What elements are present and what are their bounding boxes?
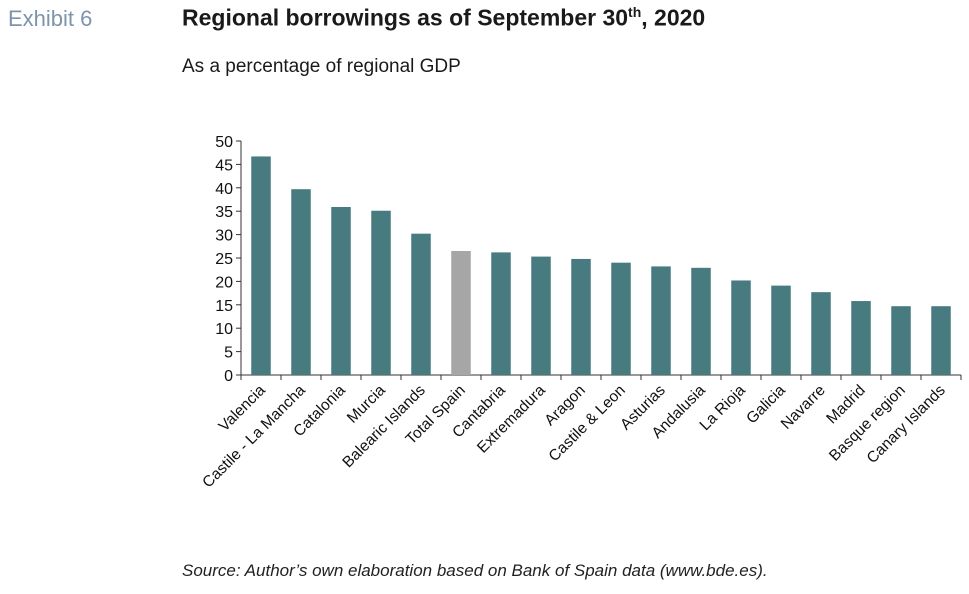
bar-aragon	[571, 258, 591, 375]
bar-catalonia	[331, 206, 351, 375]
bar-madrid	[851, 301, 871, 375]
bar-castile-la-mancha	[291, 189, 311, 375]
y-tick-label: 15	[215, 298, 233, 315]
y-tick-label: 0	[224, 368, 233, 385]
source-note: Source: Author’s own elaboration based o…	[182, 561, 768, 580]
y-tick-label: 10	[215, 321, 233, 338]
chart-title-tail: , 2020	[641, 4, 706, 31]
bar-basque-region	[891, 306, 911, 375]
bar-balearic-islands	[411, 233, 431, 375]
y-tick-label: 45	[215, 157, 233, 174]
bar-valencia	[251, 156, 271, 375]
chart-title-superscript: th	[628, 4, 642, 20]
bar-extremadura	[531, 256, 551, 375]
bar-murcia	[371, 210, 391, 375]
y-tick-label: 40	[215, 181, 233, 198]
bar-total-spain	[451, 250, 471, 375]
chart-title: Regional borrowings as of September 30th…	[182, 4, 705, 32]
y-tick-label: 20	[215, 274, 233, 291]
chart-subtitle: As a percentage of regional GDP	[182, 56, 461, 77]
y-tick-label: 25	[215, 251, 233, 268]
y-tick-label: 50	[215, 134, 233, 151]
x-tick-label: La Rioja	[697, 382, 750, 435]
bar-la-rioja	[731, 280, 751, 375]
x-tick-label: Navarre	[778, 382, 829, 433]
bar-cantabria	[491, 252, 511, 375]
exhibit-label: Exhibit 6	[8, 6, 93, 31]
bar-navarre	[811, 292, 831, 375]
bar-canary-islands	[931, 306, 951, 375]
bar-andalusia	[691, 267, 711, 375]
chart-title-main: Regional borrowings as of September 30	[182, 4, 629, 31]
bar-castile-leon	[611, 262, 631, 375]
y-tick-label: 30	[215, 228, 233, 245]
bar-galicia	[771, 285, 791, 375]
y-tick-label: 35	[215, 204, 233, 221]
y-tick-label: 5	[224, 345, 233, 362]
bar-asturias	[651, 266, 671, 375]
